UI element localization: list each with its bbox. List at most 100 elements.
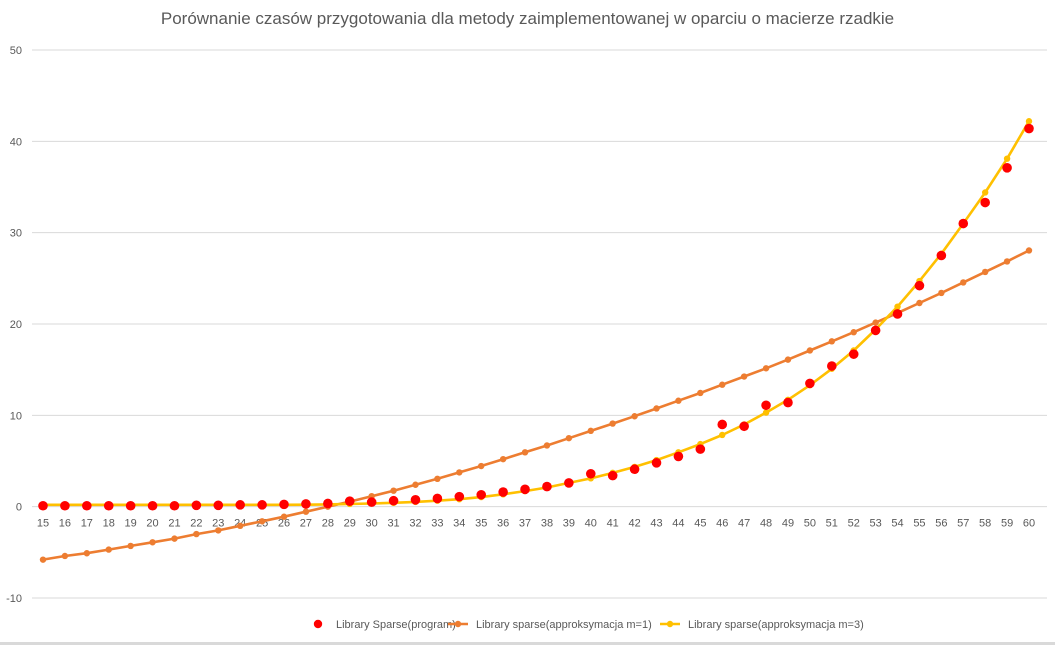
- data-point: [215, 527, 222, 534]
- data-point: [280, 513, 288, 520]
- data-point: [784, 356, 792, 363]
- data-point: [740, 373, 748, 380]
- data-point: [585, 468, 596, 479]
- data-point: [653, 405, 660, 412]
- x-tick-label: 16: [59, 518, 71, 530]
- data-point: [719, 381, 726, 388]
- data-point: [147, 500, 158, 511]
- data-point: [235, 500, 245, 510]
- y-tick-label: 40: [10, 136, 22, 148]
- x-tick-label: 48: [760, 518, 772, 530]
- data-point: [193, 530, 200, 538]
- data-point: [127, 542, 134, 550]
- x-tick-label: 50: [804, 518, 816, 530]
- x-tick-label: 49: [782, 518, 794, 530]
- data-point: [258, 518, 266, 525]
- y-tick-label: 20: [10, 319, 22, 331]
- legend-label: Library Sparse(program): [336, 619, 456, 631]
- data-point: [61, 552, 69, 560]
- y-tick-label: -10: [6, 593, 22, 605]
- data-point: [434, 475, 441, 483]
- x-tick-label: 18: [103, 518, 115, 530]
- data-point: [412, 481, 419, 488]
- series-0: [38, 123, 1034, 511]
- legend-item: Library Sparse(program): [313, 619, 456, 631]
- x-tick-label: 59: [1001, 518, 1013, 530]
- data-point: [103, 500, 114, 511]
- y-tick-label: 0: [16, 502, 22, 514]
- x-tick-label: 55: [913, 518, 925, 530]
- x-tick-label: 32: [409, 518, 421, 530]
- data-point: [388, 495, 399, 506]
- data-point: [629, 464, 640, 475]
- data-point: [564, 478, 574, 488]
- data-point: [631, 413, 638, 420]
- data-point: [499, 455, 507, 463]
- data-point: [565, 434, 573, 442]
- data-point: [980, 197, 990, 208]
- data-point: [344, 496, 355, 506]
- x-tick-label: 41: [607, 518, 619, 530]
- x-tick-label: 33: [431, 518, 443, 530]
- x-tick-label: 45: [694, 518, 706, 530]
- chart-title: Porównanie czasów przygotowania dla meto…: [160, 9, 895, 28]
- data-point: [1024, 123, 1034, 134]
- data-point: [938, 289, 945, 297]
- legend-label: Library sparse(approksymacja m=3): [688, 619, 864, 631]
- data-point: [191, 500, 202, 511]
- x-tick-label: 27: [300, 518, 312, 530]
- data-point: [410, 495, 421, 505]
- data-point: [125, 500, 136, 511]
- data-point: [783, 397, 793, 408]
- series-line: [43, 120, 1031, 507]
- x-tick-label: 40: [585, 518, 597, 530]
- x-tick-label: 23: [212, 518, 224, 530]
- x-tick-label: 19: [125, 518, 137, 530]
- data-point: [83, 550, 91, 557]
- bottom-border: [0, 642, 1055, 645]
- x-tick-label: 36: [497, 518, 509, 530]
- series-line: [42, 249, 1030, 561]
- x-tick-label: 56: [935, 518, 947, 530]
- data-point: [719, 431, 726, 439]
- series-1: [39, 247, 1033, 563]
- data-point: [1003, 258, 1011, 265]
- data-point: [805, 378, 815, 389]
- x-tick-label: 39: [563, 518, 575, 530]
- x-tick-label: 60: [1023, 518, 1035, 530]
- data-point: [454, 491, 465, 502]
- data-point: [762, 365, 770, 372]
- data-point: [958, 218, 969, 229]
- data-point: [149, 539, 156, 546]
- x-tick-label: 35: [475, 518, 487, 530]
- x-tick-label: 26: [278, 518, 290, 530]
- x-tick-label: 29: [344, 518, 356, 530]
- x-tick-label: 43: [650, 518, 662, 530]
- x-tick-label: 30: [366, 518, 378, 530]
- data-point: [717, 419, 728, 430]
- legend: Library Sparse(program) Library sparse(ap…: [313, 619, 864, 631]
- x-tick-label: 20: [146, 518, 158, 530]
- x-axis-ticks: 1516171819202122232425262728293031323334…: [37, 518, 1035, 530]
- data-point: [520, 484, 530, 495]
- data-point: [171, 535, 178, 542]
- legend-label: Library sparse(approksymacja m=1): [476, 619, 652, 631]
- legend-item: Library sparse(approksymacja m=1): [448, 619, 652, 631]
- x-tick-label: 31: [387, 518, 399, 530]
- x-tick-label: 54: [891, 518, 903, 530]
- data-point: [695, 444, 706, 454]
- x-tick-label: 34: [453, 518, 465, 530]
- data-point: [870, 325, 881, 336]
- data-point: [936, 250, 947, 261]
- data-point: [60, 500, 70, 511]
- x-tick-label: 53: [869, 518, 881, 530]
- data-point: [762, 409, 770, 416]
- data-point: [609, 420, 616, 427]
- data-point: [651, 458, 662, 468]
- data-point: [607, 470, 618, 481]
- data-point: [892, 309, 903, 319]
- series-plot: [38, 118, 1034, 563]
- data-point: [1025, 118, 1033, 125]
- data-point: [981, 268, 989, 276]
